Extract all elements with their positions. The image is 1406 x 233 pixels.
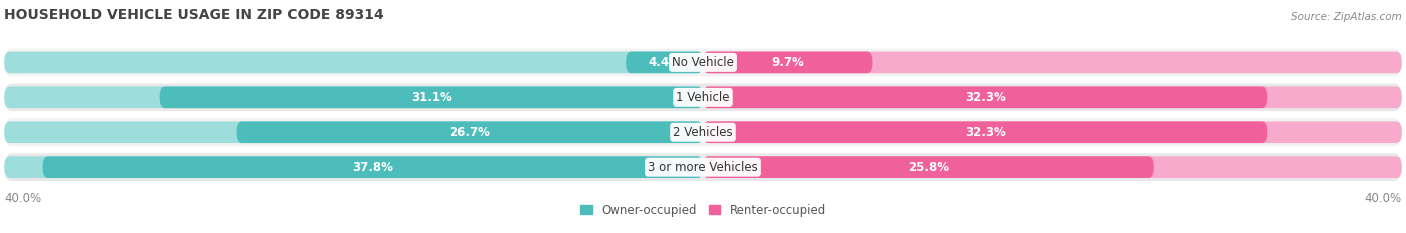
Text: 9.7%: 9.7% xyxy=(772,56,804,69)
FancyBboxPatch shape xyxy=(4,121,703,143)
Text: 40.0%: 40.0% xyxy=(1365,192,1402,205)
Text: HOUSEHOLD VEHICLE USAGE IN ZIP CODE 89314: HOUSEHOLD VEHICLE USAGE IN ZIP CODE 8931… xyxy=(4,8,384,22)
Text: 25.8%: 25.8% xyxy=(908,161,949,174)
FancyBboxPatch shape xyxy=(703,121,1402,143)
Text: Source: ZipAtlas.com: Source: ZipAtlas.com xyxy=(1291,12,1402,22)
Text: 32.3%: 32.3% xyxy=(965,91,1005,104)
Text: 1 Vehicle: 1 Vehicle xyxy=(676,91,730,104)
FancyBboxPatch shape xyxy=(4,156,703,178)
FancyBboxPatch shape xyxy=(703,156,1154,178)
FancyBboxPatch shape xyxy=(4,48,1402,77)
Text: No Vehicle: No Vehicle xyxy=(672,56,734,69)
FancyBboxPatch shape xyxy=(4,82,1402,112)
FancyBboxPatch shape xyxy=(703,86,1267,108)
Legend: Owner-occupied, Renter-occupied: Owner-occupied, Renter-occupied xyxy=(575,199,831,222)
FancyBboxPatch shape xyxy=(703,121,1267,143)
FancyBboxPatch shape xyxy=(4,117,1402,147)
FancyBboxPatch shape xyxy=(236,121,703,143)
FancyBboxPatch shape xyxy=(626,51,703,73)
Text: 4.4%: 4.4% xyxy=(648,56,681,69)
FancyBboxPatch shape xyxy=(42,156,703,178)
FancyBboxPatch shape xyxy=(703,51,873,73)
Text: 26.7%: 26.7% xyxy=(450,126,491,139)
FancyBboxPatch shape xyxy=(703,156,1402,178)
Text: 37.8%: 37.8% xyxy=(353,161,394,174)
Text: 3 or more Vehicles: 3 or more Vehicles xyxy=(648,161,758,174)
Text: 31.1%: 31.1% xyxy=(411,91,451,104)
FancyBboxPatch shape xyxy=(160,86,703,108)
Text: 32.3%: 32.3% xyxy=(965,126,1005,139)
FancyBboxPatch shape xyxy=(703,86,1402,108)
FancyBboxPatch shape xyxy=(4,152,1402,182)
FancyBboxPatch shape xyxy=(4,51,703,73)
Text: 40.0%: 40.0% xyxy=(4,192,41,205)
Text: 2 Vehicles: 2 Vehicles xyxy=(673,126,733,139)
FancyBboxPatch shape xyxy=(703,51,1402,73)
FancyBboxPatch shape xyxy=(4,86,703,108)
